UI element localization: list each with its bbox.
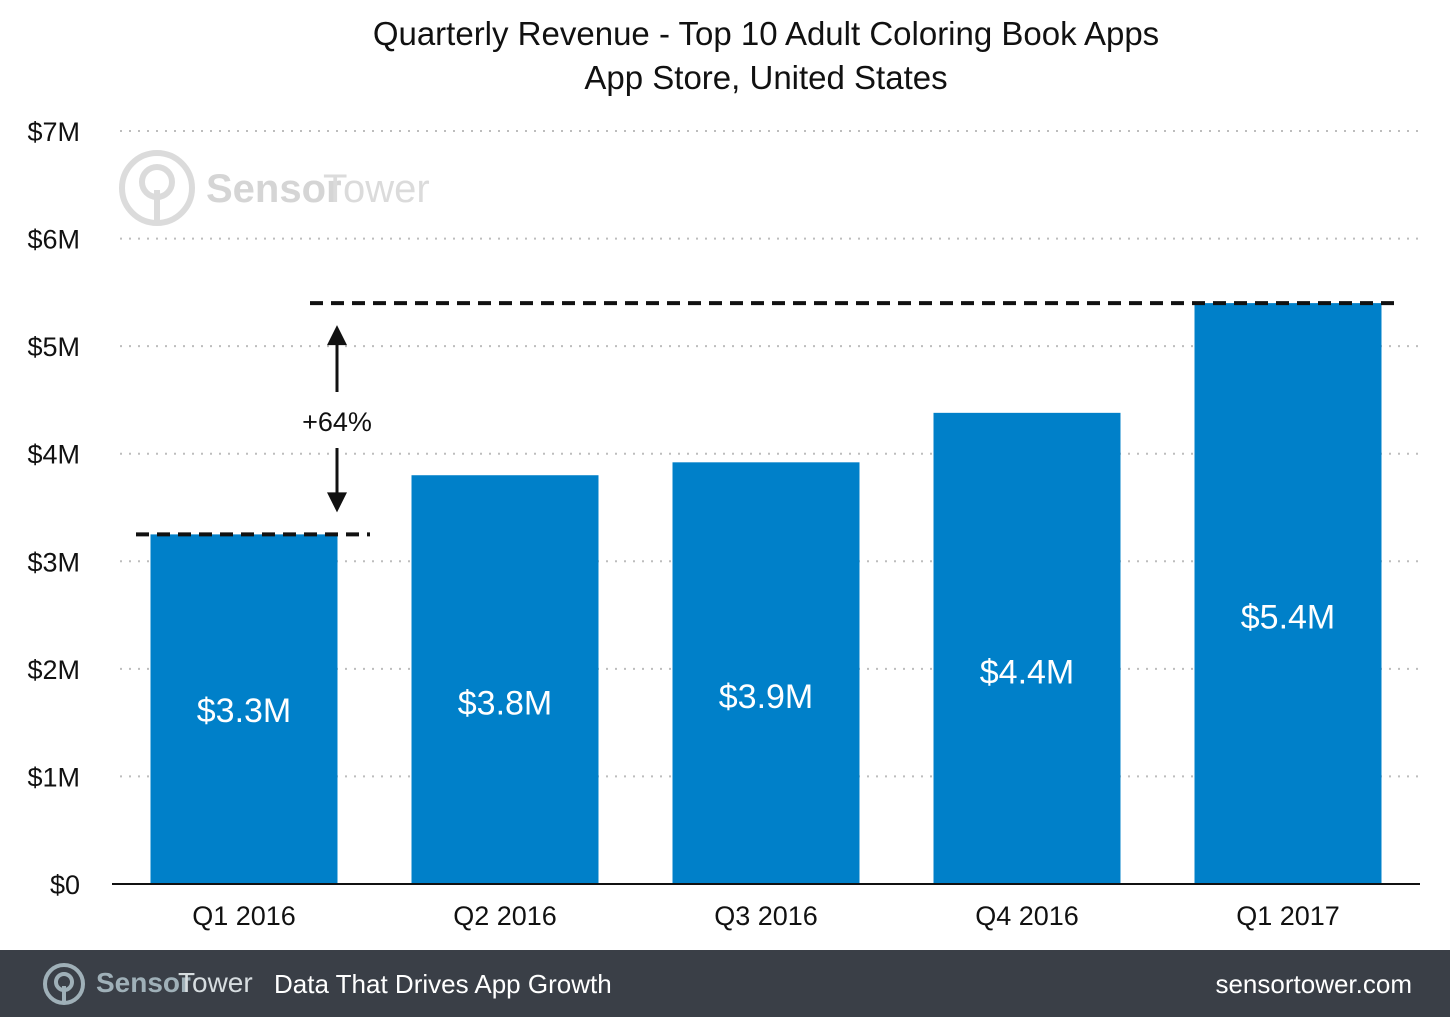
y-tick-label: $6M [27,225,80,255]
bar-data-label: $4.4M [980,653,1075,691]
y-tick-label: $5M [27,332,80,362]
x-tick-label: Q4 2016 [975,901,1079,931]
x-tick-label: Q2 2016 [453,901,557,931]
y-tick-label: $1M [27,762,80,792]
y-tick-label: $7M [27,117,80,147]
y-tick-label: $0 [50,870,80,900]
watermark-brand-sensor: Sensor [206,167,342,211]
down-arrow-head-icon [327,492,347,513]
footer-brand-tower: Tower [178,967,253,998]
chart-title: Quarterly Revenue - Top 10 Adult Colorin… [373,15,1159,52]
bar [672,462,860,884]
watermark-logo-inner-icon [139,164,175,200]
sensortower-logo-icon [43,963,85,1005]
revenue-bar-chart: Quarterly Revenue - Top 10 Adult Colorin… [27,15,1420,931]
bar [150,534,338,884]
x-tick-label: Q3 2016 [714,901,818,931]
footer-website-link[interactable]: sensortower.com [1215,969,1412,999]
y-tick-label: $2M [27,655,80,685]
watermark-brand-tower: Tower [323,167,430,211]
bar-data-label: $5.4M [1241,599,1336,637]
x-tick-label: Q1 2017 [1236,901,1340,931]
bar-data-label: $3.9M [719,678,814,716]
bar-data-label: $3.3M [197,692,292,730]
footer-brand-sensor: Sensor [96,967,191,998]
y-tick-label: $4M [27,440,80,470]
up-arrow-head-icon [327,325,347,346]
growth-annotation-label: +64% [302,407,372,437]
bar [411,475,599,884]
chart-subtitle: App Store, United States [584,59,947,96]
x-tick-label: Q1 2016 [192,901,296,931]
watermark-logo-stem-icon [154,190,160,224]
bar-data-label: $3.8M [458,685,553,723]
watermark-logo-ring-icon [119,150,195,226]
footer-bar: Sensor Tower Data That Drives App Growth… [0,950,1450,1017]
bar [933,412,1121,884]
bar [1194,303,1382,885]
footer-tagline: Data That Drives App Growth [274,969,612,999]
y-tick-label: $3M [27,547,80,577]
